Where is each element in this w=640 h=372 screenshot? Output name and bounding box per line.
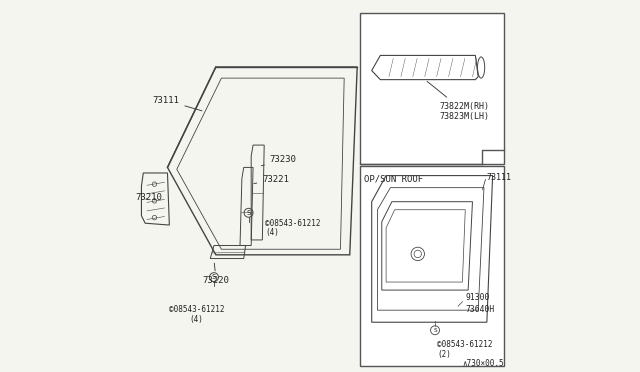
Text: ©08543-61212: ©08543-61212 [265, 219, 321, 228]
Text: ©08543-61212: ©08543-61212 [169, 305, 224, 314]
Text: 73230: 73230 [261, 155, 297, 166]
Text: S: S [212, 274, 216, 280]
Text: ∧730×00.5: ∧730×00.5 [463, 359, 504, 368]
Bar [360, 13, 504, 164]
Text: 73111: 73111 [152, 96, 202, 111]
Text: (4): (4) [189, 315, 204, 324]
Text: 73640H: 73640H [465, 305, 495, 314]
Text: 73111: 73111 [487, 173, 512, 182]
Text: ©08543-61212: ©08543-61212 [437, 340, 492, 349]
Text: OP/SUN ROOF: OP/SUN ROOF [364, 175, 423, 184]
Text: (4): (4) [265, 228, 279, 237]
Text: 73220: 73220 [203, 263, 230, 285]
Text: (2): (2) [437, 350, 451, 359]
Text: 91300: 91300 [465, 293, 490, 302]
Text: S: S [433, 328, 437, 333]
Text: S: S [246, 210, 251, 216]
Text: 73221: 73221 [254, 175, 289, 184]
Bar [360, 166, 504, 366]
Text: 73210: 73210 [136, 193, 163, 202]
Text: 73822M(RH)
73823M(LH): 73822M(RH) 73823M(LH) [427, 81, 490, 121]
